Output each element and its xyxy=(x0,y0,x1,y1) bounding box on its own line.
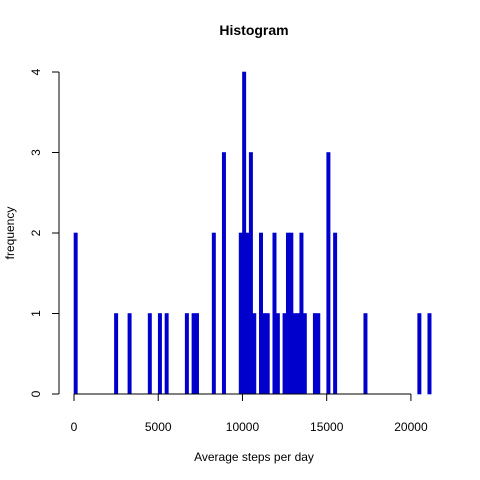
histogram-bar xyxy=(333,232,338,395)
histogram-bar xyxy=(191,313,196,395)
histogram-bar xyxy=(302,313,307,395)
histogram-bar xyxy=(245,232,250,395)
x-axis: 0 5000 10000 15000 20000 xyxy=(71,393,428,434)
histogram-bar xyxy=(282,313,287,395)
y-tick-label: 0 xyxy=(29,390,43,397)
histogram-bar xyxy=(164,313,169,395)
histogram-bar xyxy=(242,71,247,395)
y-tick-label: 4 xyxy=(29,68,43,75)
chart-title: Histogram xyxy=(219,22,288,38)
histogram-bar xyxy=(299,232,304,395)
histogram-bar xyxy=(316,313,321,395)
x-tick-label: 20000 xyxy=(394,420,428,434)
histogram-bar xyxy=(326,152,331,395)
histogram-bar xyxy=(238,232,243,395)
histogram-bar xyxy=(252,313,257,395)
y-axis-label: frequency xyxy=(3,207,17,260)
histogram-bar xyxy=(289,232,294,395)
histogram-bar xyxy=(157,313,162,395)
histogram-bar xyxy=(417,313,422,395)
bars-group xyxy=(73,71,432,395)
x-tick-label: 5000 xyxy=(145,420,172,434)
histogram-bar xyxy=(211,232,216,395)
histogram-bar xyxy=(296,313,301,395)
y-tick-label: 3 xyxy=(29,149,43,156)
x-tick-label: 15000 xyxy=(310,420,344,434)
histogram-bar xyxy=(285,232,290,395)
histogram-bar xyxy=(265,313,270,395)
histogram-bar xyxy=(312,313,317,395)
y-tick-label: 2 xyxy=(29,229,43,236)
histogram-bar xyxy=(73,232,78,395)
histogram-bar xyxy=(259,232,263,395)
histogram-bar xyxy=(272,232,277,395)
x-tick-label: 0 xyxy=(71,420,78,434)
x-tick-label: 10000 xyxy=(226,420,260,434)
histogram-bar xyxy=(114,313,119,395)
histogram-bar xyxy=(248,152,253,395)
histogram-bar xyxy=(262,313,267,395)
histogram-bar xyxy=(194,313,199,395)
histogram-bar xyxy=(184,313,189,395)
y-axis: 0 1 2 3 4 xyxy=(29,68,60,397)
histogram-bar xyxy=(363,313,368,395)
y-tick-label: 1 xyxy=(29,310,43,317)
histogram-bar xyxy=(275,313,280,395)
histogram-bar xyxy=(427,313,432,395)
histogram-bar xyxy=(221,152,226,395)
x-axis-label: Average steps per day xyxy=(194,450,314,464)
histogram-bar xyxy=(292,313,297,395)
histogram-bar xyxy=(127,313,132,395)
histogram-bar xyxy=(147,313,152,395)
